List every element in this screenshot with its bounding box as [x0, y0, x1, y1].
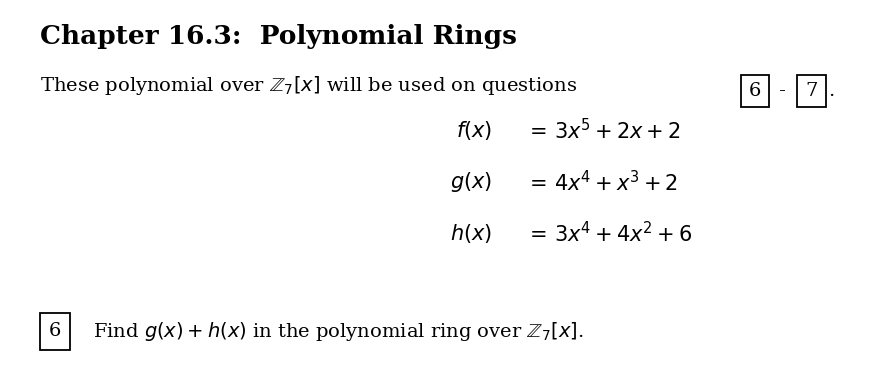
Bar [741, 75, 769, 107]
Text: 6: 6 [49, 322, 61, 340]
Text: $=$: $=$ [525, 224, 547, 243]
Text: $g(x)$: $g(x)$ [449, 170, 492, 194]
Text: $f(x)$: $f(x)$ [455, 119, 492, 142]
Text: 7: 7 [805, 82, 818, 100]
Text: $3x^5 + 2x + 2$: $3x^5 + 2x + 2$ [554, 118, 680, 143]
Text: 6: 6 [749, 82, 761, 100]
Text: $h(x)$: $h(x)$ [449, 222, 492, 245]
Text: Find $g(x) + h(x)$ in the polynomial ring over $\mathbb{Z}_7[x]$.: Find $g(x) + h(x)$ in the polynomial rin… [93, 320, 584, 343]
Text: .: . [828, 82, 835, 100]
Text: $3x^4 + 4x^2 + 6$: $3x^4 + 4x^2 + 6$ [554, 221, 692, 246]
Text: $=$: $=$ [525, 173, 547, 192]
Text: -: - [773, 82, 793, 100]
Text: Chapter 16.3:  Polynomial Rings: Chapter 16.3: Polynomial Rings [40, 24, 517, 49]
Bar [797, 75, 826, 107]
Bar [40, 313, 70, 350]
Text: $=$: $=$ [525, 121, 547, 140]
Text: $4x^4 + x^3 + 2$: $4x^4 + x^3 + 2$ [554, 170, 678, 195]
Text: These polynomial over $\mathbb{Z}_7[x]$ will be used on questions: These polynomial over $\mathbb{Z}_7[x]$ … [40, 74, 577, 96]
